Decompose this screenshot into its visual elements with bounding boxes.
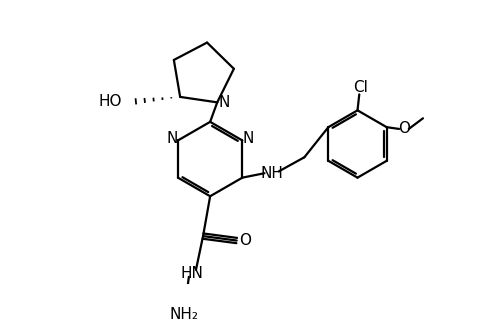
Text: NH₂: NH₂ <box>169 307 198 319</box>
Text: O: O <box>398 122 410 137</box>
Text: Cl: Cl <box>354 80 368 95</box>
Text: N: N <box>166 131 177 146</box>
Text: HN: HN <box>181 266 204 281</box>
Text: O: O <box>238 233 250 248</box>
Text: HO: HO <box>98 94 122 109</box>
Text: NH: NH <box>260 166 283 181</box>
Text: N: N <box>243 131 254 146</box>
Text: N: N <box>218 95 230 110</box>
